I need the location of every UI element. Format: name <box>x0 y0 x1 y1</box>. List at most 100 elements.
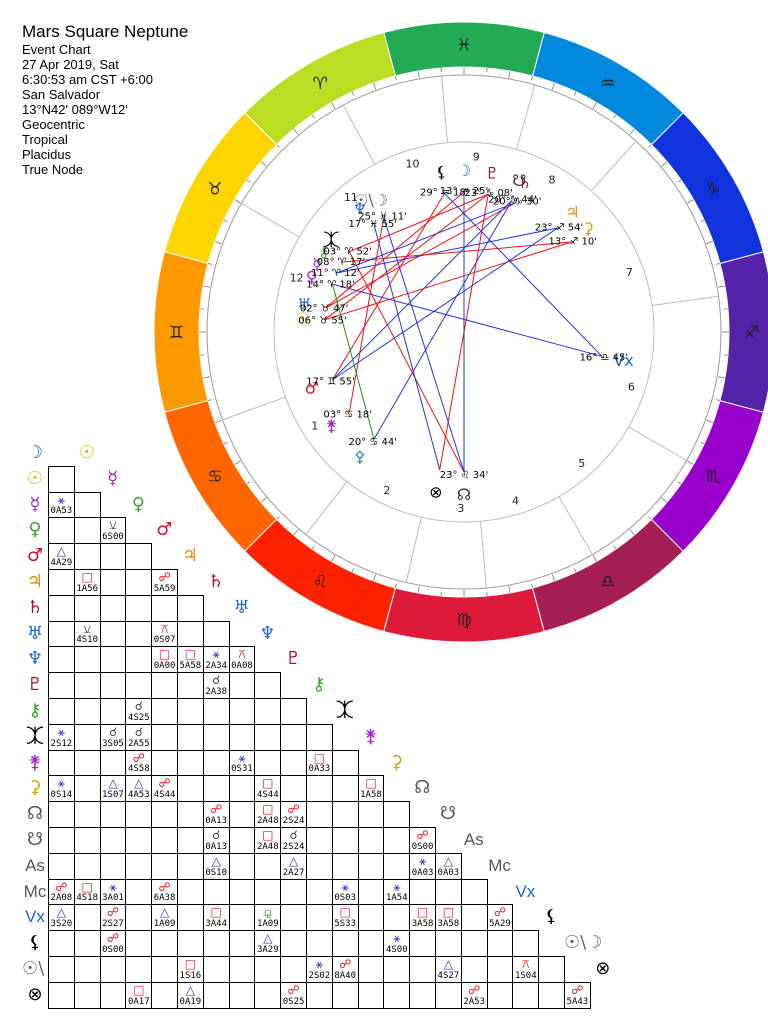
aspect-cell[interactable] <box>73 594 101 622</box>
aspect-cell[interactable] <box>460 956 488 983</box>
aspect-cell[interactable]: ☍ 0S00 <box>99 930 127 957</box>
aspect-cell[interactable]: ⚹ 2A34 <box>202 646 230 674</box>
aspect-cell[interactable] <box>48 981 75 1009</box>
aspect-cell[interactable] <box>73 646 101 674</box>
aspect-cell[interactable] <box>460 904 488 932</box>
aspect-cell[interactable] <box>99 543 127 570</box>
aspect-cell[interactable] <box>202 981 230 1009</box>
aspect-cell[interactable] <box>202 723 230 751</box>
aspect-cell[interactable] <box>99 646 127 674</box>
aspect-cell[interactable]: ⚻ 0S07 <box>151 620 178 648</box>
aspect-cell[interactable]: ⚻ 1S04 <box>512 956 540 983</box>
aspect-cell[interactable]: ☍ 4S58 <box>125 749 153 777</box>
aspect-cell[interactable] <box>331 801 359 828</box>
aspect-cell[interactable] <box>125 543 153 570</box>
aspect-cell[interactable] <box>48 620 75 648</box>
aspect-cell[interactable] <box>460 930 488 957</box>
aspect-cell[interactable] <box>331 930 359 957</box>
aspect-cell[interactable] <box>151 827 178 854</box>
aspect-cell[interactable] <box>73 672 101 699</box>
aspect-cell[interactable] <box>151 981 178 1009</box>
aspect-cell[interactable] <box>228 672 256 699</box>
aspect-cell[interactable]: □ 1A58 <box>357 775 385 803</box>
aspect-cell[interactable] <box>73 852 101 880</box>
aspect-cell[interactable] <box>383 904 411 932</box>
aspect-cell[interactable] <box>280 956 307 983</box>
aspect-cell[interactable] <box>306 827 333 854</box>
aspect-cell[interactable] <box>306 852 333 880</box>
aspect-cell[interactable] <box>409 930 436 957</box>
aspect-cell[interactable] <box>383 981 411 1009</box>
aspect-cell[interactable] <box>202 698 230 725</box>
aspect-cell[interactable] <box>228 723 256 751</box>
aspect-cell[interactable] <box>254 749 282 777</box>
aspect-cell[interactable]: ☍ 8A40 <box>331 956 359 983</box>
aspect-cell[interactable] <box>73 904 101 932</box>
aspect-cell[interactable] <box>280 775 307 803</box>
aspect-cell[interactable] <box>73 956 101 983</box>
aspect-cell[interactable] <box>73 801 101 828</box>
aspect-cell[interactable]: ☌ 2S24 <box>280 827 307 854</box>
aspect-cell[interactable]: △ 1S07 <box>99 775 127 803</box>
aspect-cell[interactable] <box>435 930 462 957</box>
aspect-cell[interactable] <box>202 749 230 777</box>
aspect-cell[interactable] <box>99 672 127 699</box>
aspect-cell[interactable] <box>306 801 333 828</box>
aspect-cell[interactable] <box>177 930 204 957</box>
aspect-cell[interactable]: □ 5S33 <box>331 904 359 932</box>
aspect-cell[interactable] <box>228 878 256 906</box>
aspect-cell[interactable] <box>73 517 101 545</box>
aspect-cell[interactable] <box>177 878 204 906</box>
aspect-cell[interactable] <box>48 852 75 880</box>
aspect-cell[interactable] <box>99 569 127 596</box>
aspect-cell[interactable] <box>357 878 385 906</box>
aspect-cell[interactable] <box>357 930 385 957</box>
aspect-cell[interactable]: ☍ 2S27 <box>99 904 127 932</box>
aspect-cell[interactable] <box>331 852 359 880</box>
aspect-cell[interactable] <box>486 930 514 957</box>
aspect-cell[interactable] <box>202 775 230 803</box>
aspect-cell[interactable] <box>254 698 282 725</box>
aspect-cell[interactable] <box>202 930 230 957</box>
aspect-cell[interactable] <box>151 698 178 725</box>
aspect-cell[interactable] <box>254 981 282 1009</box>
aspect-cell[interactable] <box>48 801 75 828</box>
aspect-cell[interactable] <box>357 852 385 880</box>
aspect-cell[interactable] <box>409 956 436 983</box>
aspect-cell[interactable] <box>125 801 153 828</box>
aspect-cell[interactable]: □ 0A00 <box>151 646 178 674</box>
aspect-cell[interactable] <box>306 930 333 957</box>
aspect-cell[interactable] <box>177 827 204 854</box>
aspect-cell[interactable] <box>306 904 333 932</box>
aspect-cell[interactable] <box>254 878 282 906</box>
aspect-cell[interactable] <box>357 801 385 828</box>
aspect-cell[interactable] <box>228 981 256 1009</box>
aspect-cell[interactable] <box>331 981 359 1009</box>
aspect-cell[interactable] <box>383 956 411 983</box>
aspect-cell[interactable]: □ 3A44 <box>202 904 230 932</box>
aspect-cell[interactable] <box>357 904 385 932</box>
aspect-cell[interactable] <box>99 620 127 648</box>
aspect-cell[interactable] <box>151 749 178 777</box>
aspect-cell[interactable]: ☌ 0A13 <box>202 827 230 854</box>
aspect-cell[interactable] <box>73 827 101 854</box>
aspect-cell[interactable] <box>228 698 256 725</box>
aspect-cell[interactable] <box>486 956 514 983</box>
aspect-cell[interactable] <box>125 852 153 880</box>
aspect-cell[interactable] <box>125 594 153 622</box>
aspect-cell[interactable] <box>177 749 204 777</box>
aspect-cell[interactable]: △ 4S27 <box>435 956 462 983</box>
aspect-cell[interactable] <box>383 827 411 854</box>
aspect-cell[interactable]: ☍ 0A13 <box>202 801 230 828</box>
aspect-cell[interactable] <box>73 723 101 751</box>
aspect-cell[interactable] <box>125 930 153 957</box>
aspect-cell[interactable] <box>177 723 204 751</box>
aspect-cell[interactable] <box>538 956 565 983</box>
aspect-cell[interactable]: ⚺ 4S10 <box>73 620 101 648</box>
aspect-cell[interactable] <box>280 723 307 751</box>
aspect-cell[interactable] <box>280 749 307 777</box>
aspect-cell[interactable]: ☍ 0S00 <box>409 827 436 854</box>
aspect-cell[interactable]: △ 3A29 <box>254 930 282 957</box>
aspect-cell[interactable] <box>48 517 75 545</box>
aspect-cell[interactable] <box>125 827 153 854</box>
